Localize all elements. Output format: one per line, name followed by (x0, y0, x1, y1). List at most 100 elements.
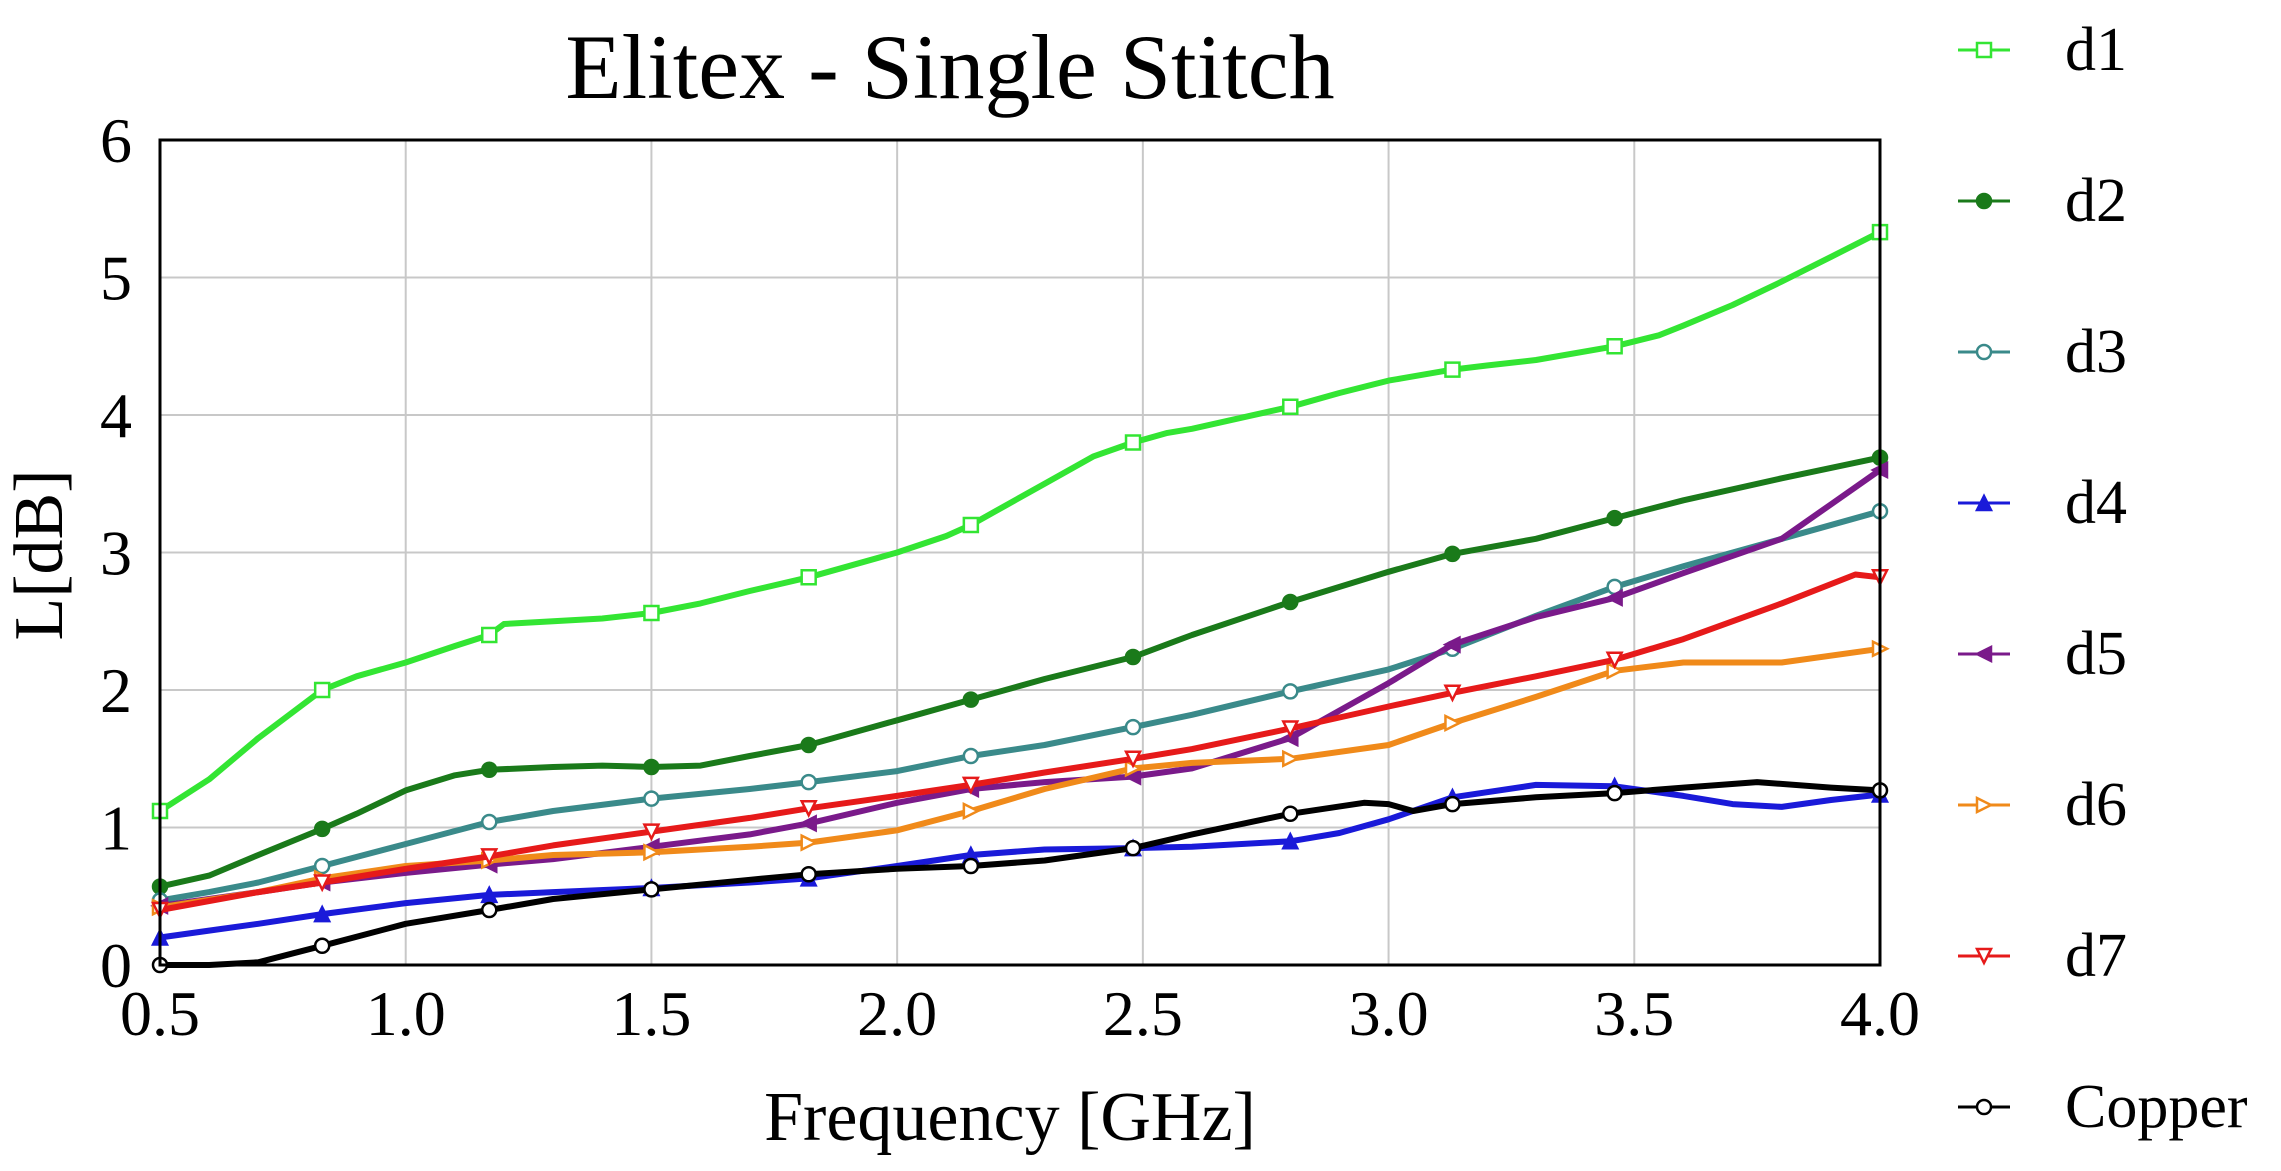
data-point-d1 (481, 626, 498, 644)
data-point-d7 (799, 800, 818, 819)
data-point-d6 (643, 843, 662, 862)
y-tick-label: 2 (100, 655, 132, 726)
data-point-d1 (962, 516, 980, 534)
data-point-d6 (1282, 749, 1301, 768)
data-point-d5 (798, 814, 817, 833)
y-axis-label: L[dB] (1, 469, 78, 640)
data-point-d7 (1605, 651, 1624, 670)
data-point-copper (1444, 795, 1461, 813)
data-point-copper (481, 901, 498, 919)
data-point-d1 (1124, 434, 1142, 451)
x-axis-label: Frequency [GHz] (764, 1079, 1256, 1156)
data-point-d3 (643, 790, 660, 807)
data-point-copper (1606, 784, 1623, 802)
data-point-d5 (1604, 588, 1623, 607)
x-tick-label: 1.5 (611, 978, 691, 1049)
data-point-copper (643, 881, 660, 898)
series-d2 (151, 449, 1889, 895)
legend-marker (1975, 343, 1993, 361)
data-point-d2 (1444, 545, 1461, 563)
x-tick-label: 3.0 (1349, 978, 1429, 1049)
data-point-d1 (1606, 338, 1623, 355)
legend-item-d5: d5 (1958, 620, 2127, 688)
legend-item-d7: d7 (1958, 922, 2127, 990)
data-point-d7 (642, 823, 661, 842)
legend-label: d3 (2065, 318, 2127, 386)
data-point-d2 (962, 691, 980, 708)
series-line-d7 (157, 571, 1883, 913)
legend-marker (1974, 644, 1993, 664)
series-d1 (151, 223, 1889, 820)
x-tick-labels: 0.5 1.0 1.5 2.0 2.5 3.0 3.5 4.0 (120, 978, 1920, 1049)
legend-marker (1975, 192, 1993, 210)
legend-label: d4 (2065, 469, 2127, 537)
y-tick-label: 4 (100, 380, 132, 451)
y-tick-label: 3 (100, 518, 132, 589)
data-point-d2 (643, 758, 660, 776)
x-tick-label: 2.5 (1103, 978, 1183, 1049)
data-point-d6 (1444, 713, 1463, 733)
plot-frame (158, 138, 1882, 967)
y-tick-label: 0 (100, 930, 132, 1001)
series-line-d2 (157, 454, 1883, 890)
y-tick-labels: 0 1 2 3 4 5 6 (100, 105, 132, 1001)
data-point-d1 (800, 569, 817, 586)
y-tick-label: 5 (100, 243, 132, 314)
data-point-d2 (1282, 593, 1299, 611)
legend-label: d2 (2065, 167, 2127, 235)
legend-label: d6 (2065, 771, 2127, 839)
series-d7 (150, 569, 1890, 920)
series-d3 (151, 503, 1889, 909)
legend: d1 d2 d3 d4 d5 d6 d7 Copper (1958, 16, 2248, 1141)
data-point-d2 (1606, 509, 1623, 527)
data-point-copper (1282, 805, 1299, 822)
data-point-copper (800, 866, 817, 883)
legend-label: d7 (2065, 922, 2127, 990)
series-line-d4 (157, 781, 1883, 941)
data-point-d6 (800, 833, 819, 852)
data-point-d7 (961, 776, 980, 795)
series-line-d5 (157, 467, 1883, 909)
x-tick-label: 0.5 (120, 978, 200, 1049)
y-tick-label: 1 (100, 793, 132, 864)
legend-item-d4: d4 (1958, 469, 2127, 537)
legend-item-d1: d1 (1958, 16, 2127, 84)
data-point-d3 (800, 773, 817, 791)
data-point-copper (313, 937, 331, 954)
data-point-d1 (643, 604, 660, 622)
legend-marker (1975, 795, 1994, 815)
y-tick-label: 6 (100, 105, 132, 176)
chart-title: Elitex - Single Stitch (565, 16, 1334, 118)
legend-label: Copper (2065, 1073, 2248, 1141)
data-point-d7 (1443, 684, 1462, 703)
legend-label: d5 (2065, 620, 2127, 688)
legend-marker (1975, 1098, 1993, 1116)
data-point-d2 (481, 761, 498, 778)
data-point-d4 (313, 904, 332, 923)
data-point-d7 (1124, 750, 1143, 769)
x-tick-label: 3.5 (1594, 978, 1674, 1049)
series-line-d3 (157, 508, 1883, 904)
legend-marker (1974, 493, 1994, 512)
legend-item-d2: d2 (1958, 167, 2127, 235)
data-point-d4 (1281, 831, 1300, 850)
data-point-d1 (1444, 361, 1461, 378)
data-point-d3 (1282, 683, 1299, 700)
data-point-d3 (962, 747, 980, 765)
data-point-d7 (313, 874, 332, 893)
data-point-d5 (1442, 635, 1461, 654)
series-line-d1 (157, 229, 1883, 814)
data-point-d3 (1124, 718, 1142, 736)
legend-marker (1975, 41, 1993, 59)
series-copper (151, 779, 1889, 974)
data-point-d2 (1124, 648, 1142, 666)
data-point-d2 (800, 736, 817, 754)
series-line-copper (157, 779, 1883, 968)
data-point-d7 (480, 848, 499, 867)
legend-item-d3: d3 (1958, 318, 2127, 386)
series-layer (150, 223, 1890, 974)
legend-label: d1 (2065, 16, 2127, 84)
data-point-d1 (313, 681, 331, 699)
data-point-d7 (1281, 720, 1300, 739)
